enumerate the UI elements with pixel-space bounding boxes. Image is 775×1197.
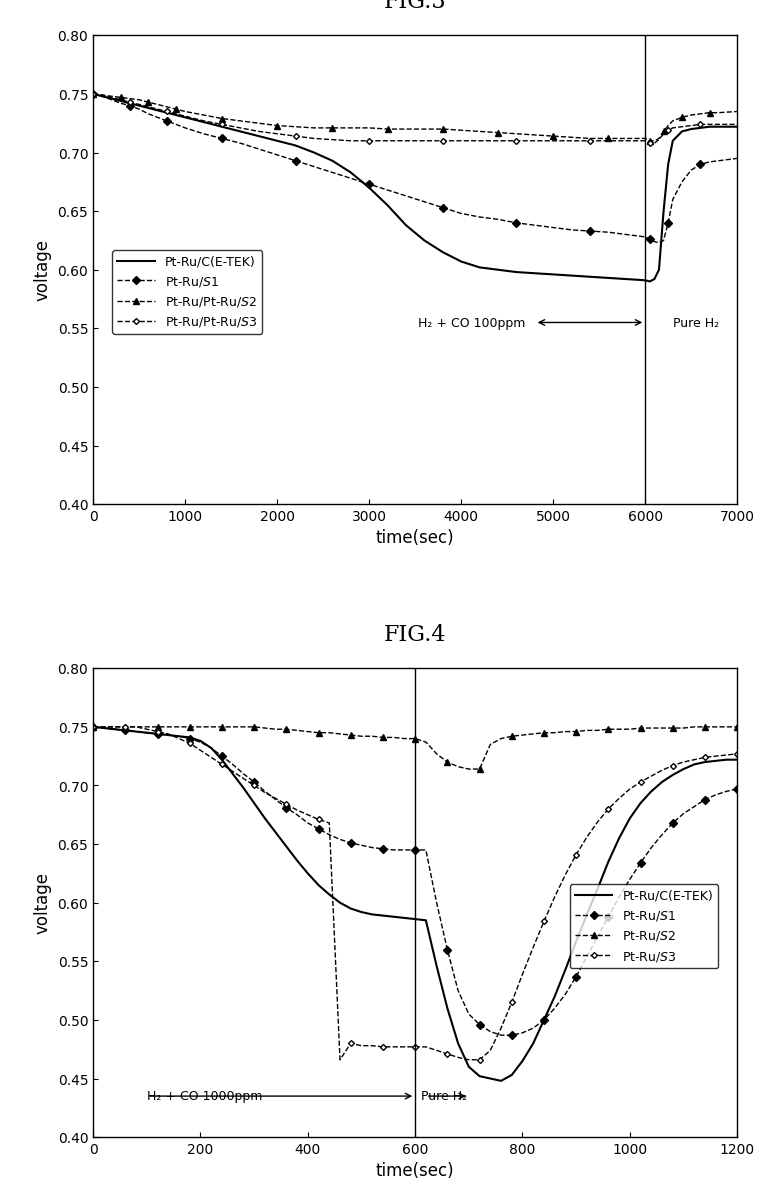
- Title: FIG.3: FIG.3: [384, 0, 446, 13]
- X-axis label: time(sec): time(sec): [375, 1161, 454, 1179]
- Y-axis label: voltage: voltage: [34, 871, 52, 934]
- Text: H₂ + CO 100ppm: H₂ + CO 100ppm: [418, 316, 525, 329]
- Legend: Pt-Ru/C(E-TEK), Pt-Ru/$S1$, Pt-Ru/Pt-Ru/$S2$, Pt-Ru/Pt-Ru/$S3$: Pt-Ru/C(E-TEK), Pt-Ru/$S1$, Pt-Ru/Pt-Ru/…: [112, 250, 262, 334]
- Text: Pure H₂: Pure H₂: [420, 1089, 466, 1102]
- Y-axis label: voltage: voltage: [34, 239, 52, 302]
- X-axis label: time(sec): time(sec): [375, 529, 454, 547]
- Text: H₂ + CO 1000ppm: H₂ + CO 1000ppm: [146, 1089, 262, 1102]
- Text: Pure H₂: Pure H₂: [672, 316, 718, 329]
- Legend: Pt-Ru/C(E-TEK), Pt-Ru/$S1$, Pt-Ru/$S2$, Pt-Ru/$S3$: Pt-Ru/C(E-TEK), Pt-Ru/$S1$, Pt-Ru/$S2$, …: [569, 885, 717, 968]
- Title: FIG.4: FIG.4: [384, 624, 446, 645]
